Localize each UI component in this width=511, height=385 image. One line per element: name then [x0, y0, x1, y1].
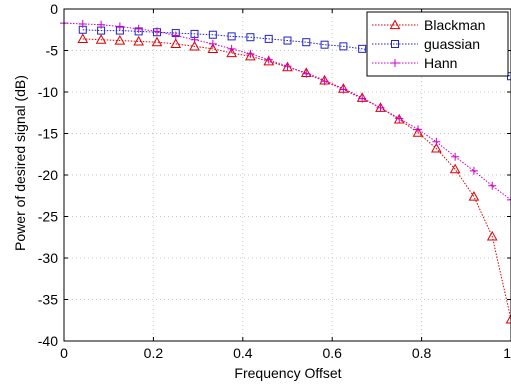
x-tick-label: 0.8	[412, 345, 432, 361]
data-point-hann	[414, 125, 423, 134]
legend-label-blackman: Blackman	[424, 17, 485, 33]
data-point-hann	[190, 35, 199, 44]
data-point-hann	[488, 181, 497, 190]
data-point-guassian	[283, 36, 292, 45]
data-point-hann	[78, 19, 87, 28]
data-point-hann	[376, 103, 385, 112]
x-axis-label: Frequency Offset	[234, 365, 341, 381]
data-point-blackman	[226, 47, 237, 58]
data-point-blackman	[170, 38, 182, 48]
data-point-blackman	[412, 127, 424, 137]
data-point-blackman	[95, 34, 107, 44]
y-tick-label: 0	[50, 1, 58, 17]
x-tick-label: 0	[60, 345, 68, 361]
y-tick-label: -40	[38, 333, 58, 349]
tick-labels: 0 0.2 0.4 0.6 0.8 1 0 -5 -10 -15 -20 -25 -30 -35 -40	[38, 1, 511, 361]
x-tick-label: 0.4	[233, 345, 253, 361]
data-point-hann	[283, 62, 292, 71]
data-point-blackman	[486, 230, 498, 241]
data-point-blackman	[189, 40, 200, 51]
data-point-hann	[134, 24, 143, 33]
data-point-hann	[227, 44, 236, 53]
data-point-hann	[320, 77, 329, 86]
data-point-hann	[302, 69, 311, 78]
data-point-guassian	[264, 34, 273, 43]
data-point-blackman	[77, 33, 89, 43]
data-point-hann	[171, 31, 180, 40]
legend-marker-hann	[391, 59, 399, 67]
legend-label-hann: Hann	[424, 55, 457, 71]
legend-label-guassian: guassian	[424, 36, 480, 52]
x-tick-label: 0.6	[322, 345, 342, 361]
y-tick-label: -10	[38, 84, 58, 100]
data-point-guassian	[246, 33, 255, 42]
data-point-hann	[264, 55, 273, 64]
data-point-guassian	[302, 38, 311, 47]
data-point-hann	[358, 94, 367, 103]
legend-marker-blackman	[389, 19, 401, 30]
data-point-blackman	[245, 50, 256, 61]
data-point-blackman	[505, 313, 511, 324]
y-tick-label: -30	[38, 250, 58, 266]
y-tick-label: -15	[38, 126, 58, 142]
data-point-blackman	[151, 36, 163, 47]
data-point-blackman	[114, 35, 126, 45]
data-point-hann	[97, 20, 106, 29]
legend-marker-guassian	[391, 40, 399, 48]
data-point-hann	[432, 137, 441, 146]
data-point-hann	[469, 166, 478, 175]
data-point-guassian	[227, 32, 236, 41]
series-line-blackman	[82, 38, 511, 320]
data-point-guassian	[339, 42, 348, 51]
y-tick-label: -5	[46, 43, 59, 59]
y-axis-label: Power of desired signal (dB)	[12, 75, 28, 251]
y-tick-label: -20	[38, 167, 58, 183]
data-point-blackman	[449, 163, 461, 174]
data-point-hann	[451, 152, 460, 161]
data-point-blackman	[468, 191, 480, 201]
y-tick-label: -25	[38, 209, 58, 225]
data-point-blackman	[431, 142, 442, 153]
data-point-hann	[152, 27, 161, 36]
data-point-guassian	[208, 30, 217, 39]
data-point-hann	[395, 114, 404, 123]
data-point-blackman	[207, 43, 219, 53]
y-tick-label: -35	[38, 292, 58, 308]
data-point-hann	[507, 195, 511, 204]
data-point-blackman	[133, 35, 144, 46]
data-point-hann	[208, 39, 217, 48]
legend: Blackman guassian Hann	[366, 11, 509, 77]
data-point-hann	[339, 85, 348, 94]
data-point-hann	[115, 22, 124, 31]
data-point-guassian	[358, 44, 367, 53]
x-tick-label: 1	[503, 345, 511, 361]
data-point-hann	[246, 49, 255, 58]
data-point-guassian	[320, 40, 329, 49]
x-tick-label: 0.2	[144, 345, 164, 361]
